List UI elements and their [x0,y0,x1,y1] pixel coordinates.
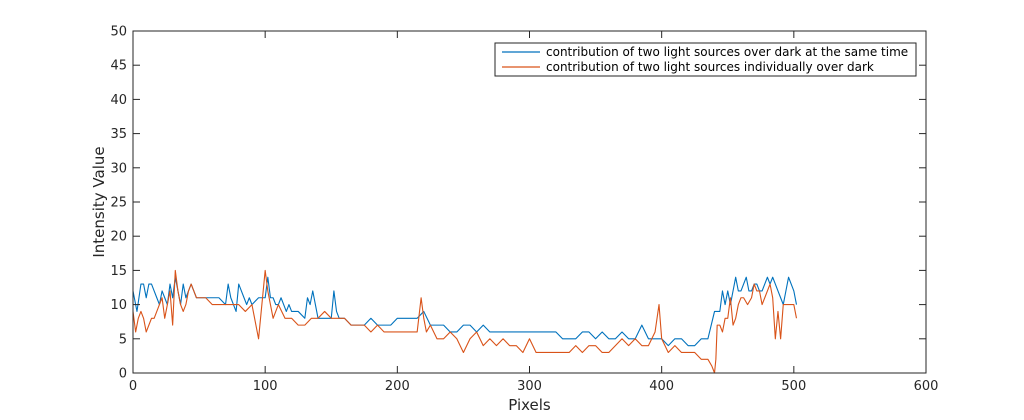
y-tick-label: 45 [110,59,127,74]
y-tick-label: 25 [110,196,127,211]
y-tick-label: 15 [110,264,127,279]
y-axis-title: Intensity Value [90,146,108,257]
series-layer [132,269,798,374]
x-tick-label: 400 [649,379,674,394]
x-tick-label: 0 [129,379,137,394]
series-line-2 [132,269,798,374]
ticks-layer: 0 100 200 300 400 500 600 0 5 10 15 20 25 30 35 40 45 50 [110,25,938,395]
y-tick-label: 0 [119,367,127,382]
y-tick-label: 50 [110,25,127,40]
x-tick-label: 100 [253,379,278,394]
legend-label-series-2: contribution of two light sources indivi… [546,60,874,74]
legend-label-series-1: contribution of two light sources over d… [546,45,908,59]
x-tick-label: 200 [385,379,410,394]
x-tick-label: 600 [914,379,939,394]
legend-box [494,42,917,77]
x-axis-title: Pixels [508,396,551,414]
x-tick-label: 300 [517,379,542,394]
y-tick-label: 35 [110,127,127,142]
y-tick-label: 10 [110,298,127,313]
plot-area [133,31,926,373]
y-tick-label: 40 [110,93,127,108]
x-tick-label: 500 [781,379,806,394]
y-tick-label: 20 [110,230,127,245]
legend: contribution of two light sources over d… [494,42,917,77]
y-tick-label: 30 [110,161,127,176]
plot-background [133,31,926,373]
y-tick-label: 5 [119,332,127,347]
